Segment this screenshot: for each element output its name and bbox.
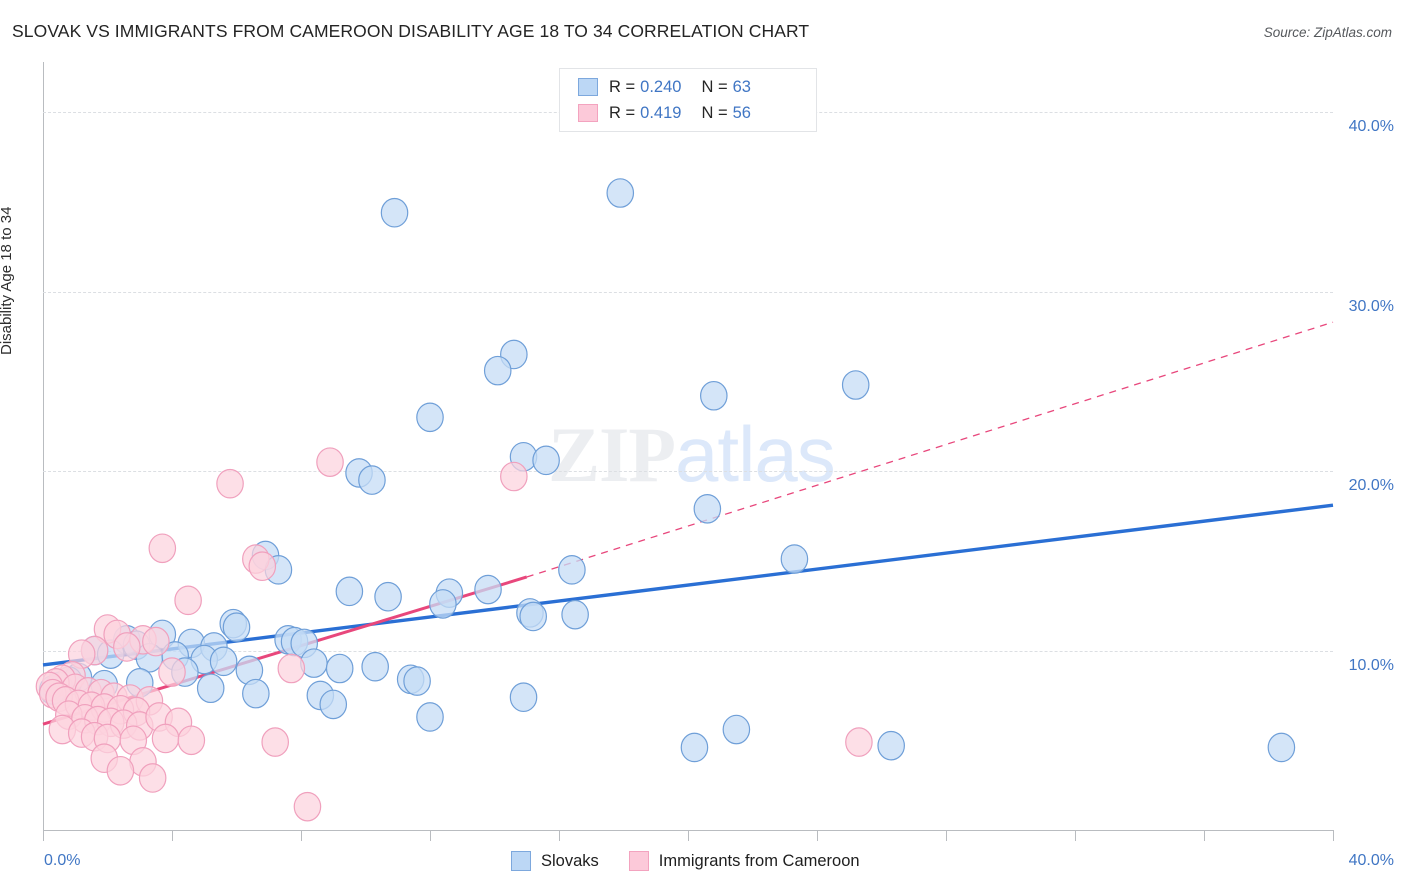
x-tick-40 (1333, 830, 1334, 841)
data-point-slovaks (416, 702, 444, 732)
correlation-stats-box: R = 0.240 N = 63 R = 0.419 N = 56 (559, 68, 817, 132)
legend-swatch-cameroon (628, 851, 649, 871)
data-point-slovaks (509, 682, 538, 713)
data-point-slovaks (841, 370, 870, 400)
data-point-cameroon (500, 461, 528, 492)
x-tick-8 (301, 830, 302, 841)
data-point-cameroon (151, 723, 180, 754)
y-tick-label-20: 20.0% (1348, 477, 1394, 495)
data-point-slovaks (361, 651, 389, 682)
data-point-cameroon (261, 727, 289, 757)
y-tick-label-30: 30.0% (1348, 297, 1394, 315)
stats-r-label-cameroon: R = (609, 103, 636, 122)
data-point-slovaks (693, 494, 722, 524)
data-point-slovaks (374, 581, 402, 612)
y-tick-label-40: 40.0% (1348, 118, 1394, 136)
x-tick-28 (946, 830, 947, 841)
page-title: SLOVAK VS IMMIGRANTS FROM CAMEROON DISAB… (12, 21, 810, 41)
stats-n-label-cameroon: N = (701, 103, 728, 122)
series-legend: Slovaks Immigrants from Cameroon (511, 851, 890, 871)
data-point-slovaks (558, 555, 586, 585)
data-point-cameroon (277, 653, 306, 684)
stats-n-value-cameroon: 56 (732, 103, 751, 122)
gridline-10 (43, 650, 1333, 652)
data-point-cameroon (177, 725, 206, 756)
y-axis-title: Disability Age 18 to 34 (0, 206, 15, 355)
data-point-cameroon (106, 755, 135, 786)
x-tick-12 (430, 830, 431, 841)
data-point-slovaks (429, 589, 457, 619)
legend-label-cameroon: Immigrants from Cameroon (658, 851, 860, 870)
data-point-slovaks (474, 574, 502, 605)
data-point-slovaks (561, 599, 589, 630)
stats-row-cameroon: R = 0.419 N = 56 (578, 100, 816, 126)
data-point-slovaks (222, 612, 251, 643)
x-tick-36 (1204, 830, 1205, 841)
data-point-slovaks (483, 355, 512, 386)
data-point-cameroon (248, 551, 277, 582)
data-point-slovaks (403, 666, 431, 696)
data-point-slovaks (380, 197, 409, 228)
x-tick-24 (817, 830, 818, 841)
data-point-slovaks (319, 689, 348, 720)
data-point-slovaks (209, 646, 238, 677)
data-point-slovaks (325, 653, 354, 684)
data-point-cameroon (113, 632, 141, 662)
data-point-cameroon (158, 657, 186, 687)
data-point-slovaks (416, 402, 444, 433)
data-point-slovaks (300, 648, 328, 678)
source-attribution: Source: ZipAtlas.com (1263, 25, 1392, 40)
data-point-slovaks (1267, 732, 1296, 763)
stats-row-slovaks: R = 0.240 N = 63 (578, 74, 816, 100)
stats-swatch-cameroon (578, 104, 598, 122)
data-point-slovaks (335, 576, 364, 607)
stats-n-label-slovaks: N = (701, 77, 728, 96)
data-points-layer (35, 178, 1296, 822)
data-point-cameroon (293, 791, 322, 822)
x-tick-32 (1075, 830, 1076, 841)
x-tick-20 (688, 830, 689, 841)
legend-item-cameroon[interactable]: Immigrants from Cameroon (628, 851, 860, 871)
data-point-slovaks (519, 601, 547, 632)
stats-r-value-slovaks: 0.240 (640, 77, 682, 96)
data-point-slovaks (606, 178, 635, 208)
stats-r-value-cameroon: 0.419 (640, 103, 682, 122)
data-point-slovaks (196, 673, 225, 704)
trendline-dashed-cameroon (526, 321, 1334, 578)
x-axis-max-label: 40.0% (1348, 852, 1394, 869)
legend-item-slovaks[interactable]: Slovaks (511, 851, 599, 871)
y-axis-line (43, 62, 44, 830)
data-point-cameroon (316, 447, 344, 477)
data-point-slovaks (358, 465, 386, 495)
x-tick-4 (172, 830, 173, 841)
x-tick-16 (559, 830, 560, 841)
stats-n-value-slovaks: 63 (732, 77, 751, 96)
legend-label-slovaks: Slovaks (541, 851, 599, 870)
data-point-cameroon (148, 533, 177, 564)
data-point-slovaks (699, 380, 728, 411)
data-point-cameroon (216, 468, 244, 499)
stats-r-label-slovaks: R = (609, 77, 636, 96)
y-tick-label-10: 10.0% (1348, 656, 1394, 674)
data-point-cameroon (174, 585, 202, 616)
stats-swatch-slovaks (578, 78, 598, 96)
data-point-slovaks (722, 714, 751, 745)
x-axis-min-label: 0.0% (44, 852, 81, 869)
data-point-slovaks (680, 732, 709, 763)
gridline-30 (43, 291, 1333, 293)
data-point-slovaks (780, 544, 809, 574)
data-point-cameroon (845, 727, 873, 757)
data-point-cameroon (142, 626, 170, 657)
x-tick-0 (43, 830, 44, 841)
legend-swatch-slovaks (511, 851, 531, 871)
gridline-20 (43, 471, 1333, 473)
plot-area (35, 62, 1334, 830)
data-point-slovaks (877, 730, 905, 761)
data-point-cameroon (138, 763, 167, 793)
trendline-slovaks (42, 503, 1334, 667)
data-point-slovaks (242, 678, 270, 709)
data-point-slovaks (532, 445, 560, 476)
